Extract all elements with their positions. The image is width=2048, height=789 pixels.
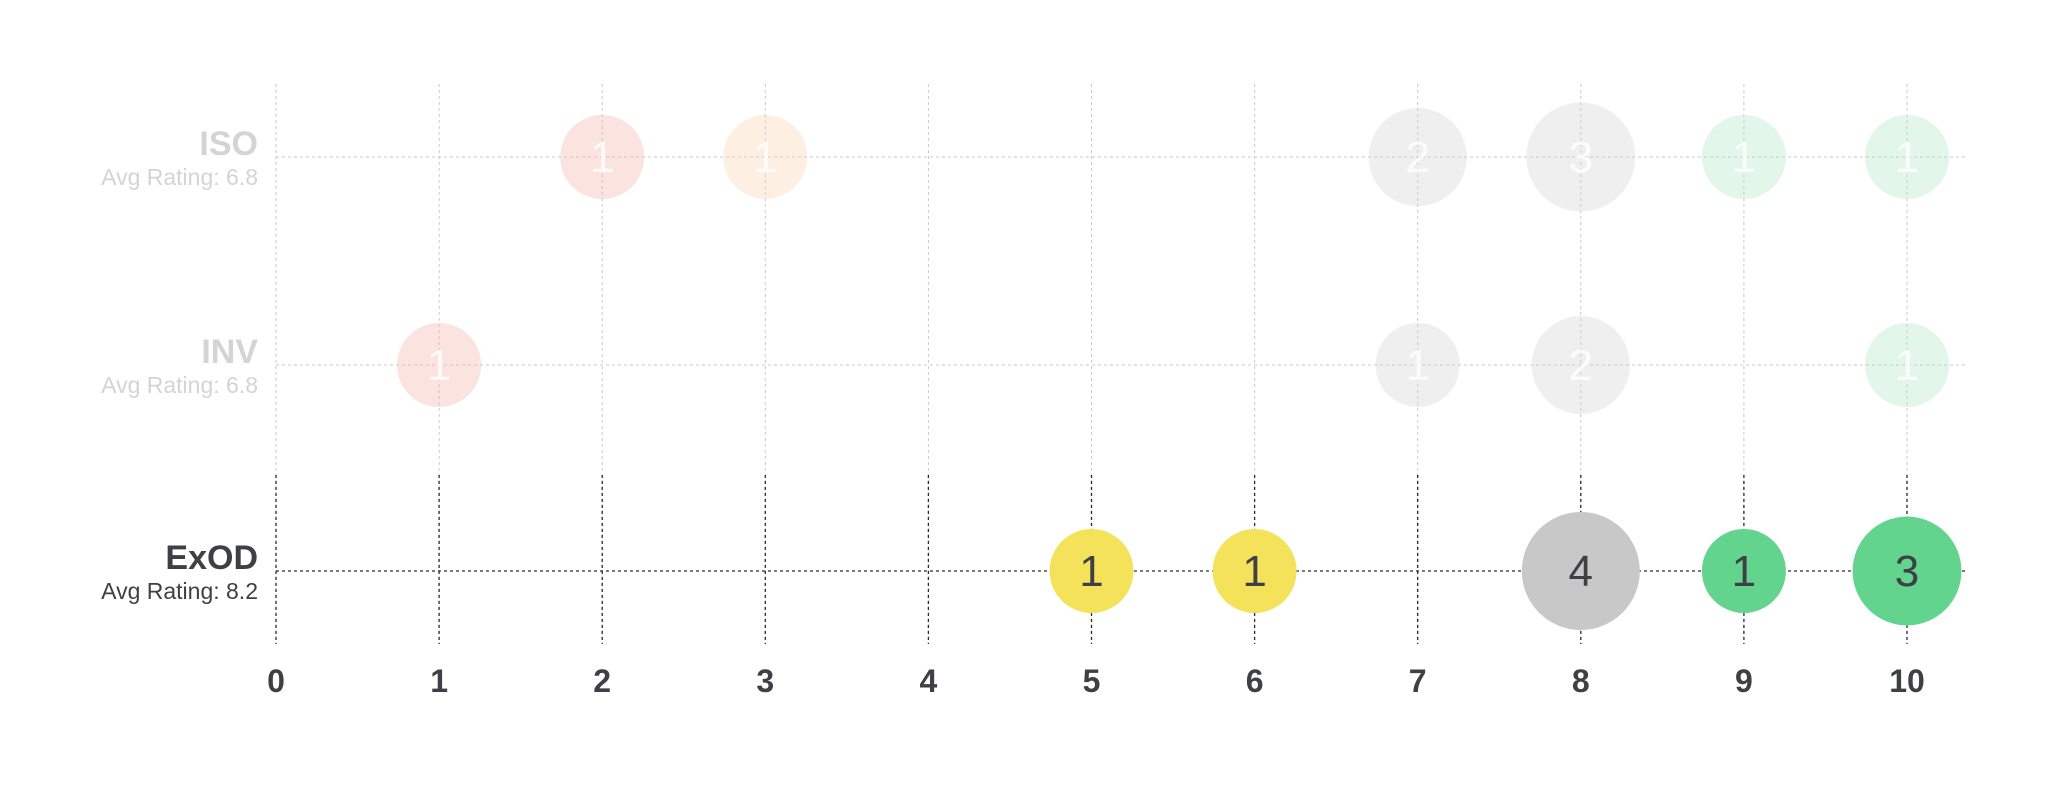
bubble <box>560 115 645 199</box>
bubble <box>1375 323 1460 407</box>
bubble-count-label: 2 <box>1405 133 1429 182</box>
bubble-count-label: 4 <box>1569 547 1593 596</box>
bubble <box>1531 315 1630 415</box>
bubble-count-label: 3 <box>1895 547 1919 596</box>
bubble <box>1212 529 1297 613</box>
bubble <box>723 115 808 199</box>
bubble-count-label: 1 <box>753 133 777 182</box>
bubble-count-label: 1 <box>1732 547 1756 596</box>
row-name-label: ExOD <box>165 539 258 577</box>
bubble-count-label: 1 <box>590 133 614 182</box>
row-avg-rating-label: Avg Rating: 6.8 <box>101 372 258 398</box>
x-tick-label: 2 <box>593 663 611 699</box>
bubble <box>1368 107 1467 207</box>
bubble-count-label: 1 <box>1242 547 1266 596</box>
bubble <box>1521 512 1640 630</box>
bubble-layer: 1 1 2 3 1 1 1 1 2 1 1 1 4 1 3 <box>397 102 1962 630</box>
x-tick-label: 6 <box>1246 663 1264 699</box>
bubble <box>1852 516 1962 626</box>
x-tick-label: 8 <box>1572 663 1590 699</box>
bubble-count-label: 1 <box>1732 133 1756 182</box>
bubble-count-label: 1 <box>1405 341 1429 390</box>
x-tick-label: 4 <box>920 663 938 699</box>
bubble <box>397 323 482 407</box>
row-avg-rating-label: Avg Rating: 8.2 <box>101 578 258 604</box>
row-name-label: INV <box>201 333 258 371</box>
x-tick-label: 7 <box>1409 663 1427 699</box>
x-tick-label: 0 <box>267 663 285 699</box>
x-axis-ticks: 0 1 2 3 4 5 6 7 8 9 10 <box>267 663 1925 699</box>
x-tick-label: 3 <box>756 663 774 699</box>
bubble-count-label: 1 <box>1895 341 1919 390</box>
bubble-count-label: 2 <box>1569 341 1593 390</box>
bubble <box>1049 529 1134 613</box>
bubble <box>1701 115 1786 199</box>
bubble-count-label: 1 <box>1895 133 1919 182</box>
bubble-count-label: 1 <box>1079 547 1103 596</box>
row-avg-rating-label: Avg Rating: 6.8 <box>101 164 258 190</box>
bubble <box>1526 102 1636 212</box>
bubble-count-label: 1 <box>427 341 451 390</box>
x-tick-label: 9 <box>1735 663 1753 699</box>
bubble <box>1701 529 1786 613</box>
x-tick-label: 1 <box>430 663 448 699</box>
x-tick-label: 10 <box>1889 663 1925 699</box>
bubble <box>1865 115 1949 199</box>
bubble <box>1865 323 1949 407</box>
x-tick-label: 5 <box>1083 663 1101 699</box>
row-name-label: ISO <box>199 125 258 163</box>
bubble-count-label: 3 <box>1569 133 1593 182</box>
